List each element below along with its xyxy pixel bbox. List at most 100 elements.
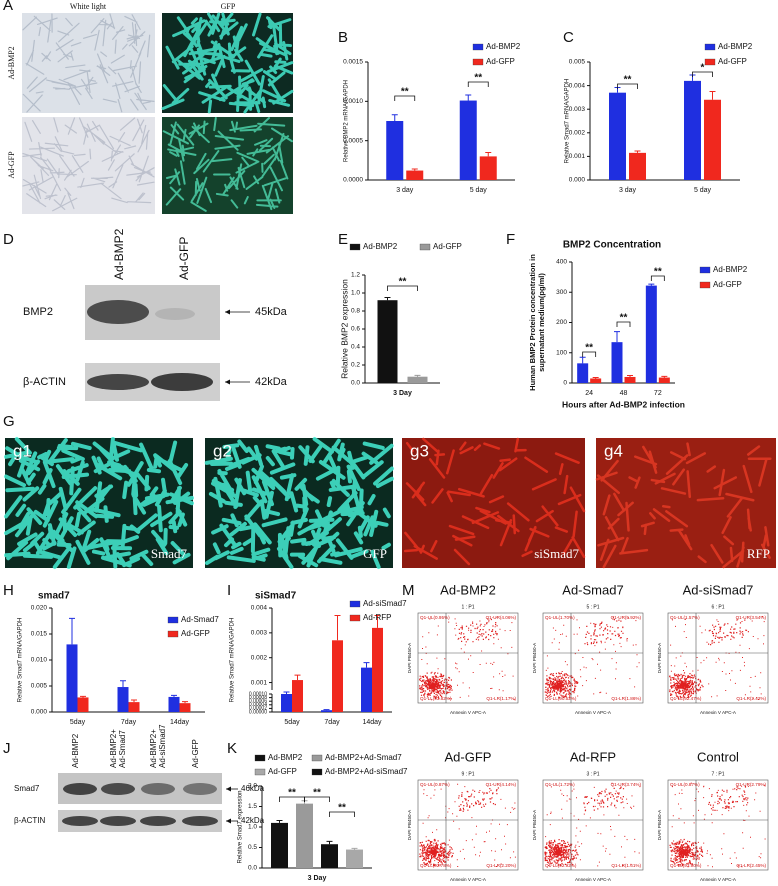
cells	[22, 13, 155, 113]
row-label: Ad-GFP	[7, 151, 16, 179]
plot-title: Ad-GFP	[445, 749, 492, 764]
bracket	[650, 275, 665, 281]
y-axis-label: Relative Smad7 mRNA/GAPDH	[565, 79, 571, 164]
y-tick-label: 0.003	[569, 106, 586, 113]
y-tick-label: 0.4	[351, 344, 360, 351]
bar	[386, 121, 404, 180]
legend-label: Ad-siSmad7	[363, 599, 407, 608]
bar	[624, 376, 636, 383]
y-tick-label: 0.005	[569, 59, 586, 66]
bar	[658, 377, 670, 383]
bracket	[304, 796, 330, 802]
lane-label: Ad-BMP2	[71, 733, 80, 768]
lane-label: Ad-Smad7	[118, 730, 127, 768]
events	[669, 782, 766, 868]
cells	[595, 442, 772, 569]
y-tick-label: 0.2	[351, 362, 360, 369]
bar	[372, 627, 383, 712]
y-tick-label: 1.0	[351, 290, 360, 297]
bar	[377, 300, 398, 383]
y-tick-label: 0.001	[569, 153, 586, 160]
band	[182, 816, 218, 826]
row-label: β-ACTIN	[23, 376, 66, 388]
quadrant-label: Q1-LR(2.42%)	[736, 696, 766, 701]
cells	[204, 437, 394, 569]
legend-label: Ad-BMP2	[363, 242, 398, 251]
y-tick-label: 0.00000	[249, 709, 267, 715]
y-tick-label: 0.0	[351, 380, 360, 387]
annotation: **	[313, 788, 321, 799]
y-tick-label: 0.001	[251, 679, 268, 686]
y-tick-label: 0.00002	[249, 706, 267, 712]
y-axis-label: Relative Smad7 expression	[238, 790, 244, 863]
quadrant-label: Q1-LL(92.78%)	[420, 863, 452, 868]
y-axis-label: DAPI PB450-A	[657, 642, 662, 673]
error-bar	[351, 847, 358, 850]
bar	[168, 696, 180, 712]
bar	[77, 697, 89, 712]
bracket	[467, 81, 489, 87]
y-tick-label: 1.5	[248, 803, 257, 810]
bar	[321, 710, 332, 712]
bar	[459, 100, 477, 180]
legend-swatch	[349, 243, 361, 251]
size-label: 46kDa	[241, 784, 265, 793]
annotation: **	[399, 277, 407, 288]
bracket	[616, 321, 631, 327]
image-caption: RFP	[747, 546, 770, 561]
cells	[22, 117, 155, 212]
x-axis-label: Annexin V APC-A	[700, 877, 737, 882]
band	[183, 783, 217, 795]
quadrant-label: Q1-LR(1.17%)	[486, 696, 516, 701]
panel-label: E	[338, 231, 348, 248]
legend-swatch	[704, 58, 716, 66]
y-axis-label: DAPI PB450-A	[532, 809, 537, 840]
y-tick-label: 0.0005	[343, 137, 363, 144]
bar	[645, 285, 657, 383]
legend-swatch	[699, 266, 711, 274]
band	[63, 783, 97, 795]
x-tick-label: 5day	[70, 719, 86, 726]
error-bar	[323, 709, 330, 711]
lane-label: Ad-BMP2+	[109, 729, 118, 768]
error-bar	[384, 297, 391, 301]
y-tick-label: 0.5	[248, 844, 257, 851]
cells	[161, 12, 294, 114]
band	[151, 373, 213, 391]
error-bar	[120, 680, 126, 688]
legend-swatch	[311, 768, 323, 776]
x-axis-label: Hours after Ad-BMP2 infection	[562, 399, 685, 409]
y-tick-label: 0.00006	[249, 699, 267, 705]
plot-frame	[667, 779, 769, 871]
bracket	[582, 351, 597, 357]
legend-label: Ad-RFP	[363, 613, 391, 622]
x-axis-label: Annexin V APC-A	[450, 877, 487, 882]
y-tick-label: 0.6	[351, 326, 360, 333]
bar	[179, 703, 191, 712]
bracket	[617, 83, 638, 89]
y-tick-label: 0.005	[31, 683, 48, 690]
quadrant-label: Q1-UL(1.72%)	[545, 782, 575, 787]
panel-label: K	[227, 740, 237, 757]
image-caption: Smad7	[151, 546, 188, 561]
lane-label: Ad-GFP	[177, 237, 191, 280]
bar	[611, 342, 623, 383]
band	[155, 308, 195, 320]
error-bar	[411, 168, 418, 171]
bracket	[387, 285, 418, 291]
quadrant-label: Q1-LR(2.45%)	[736, 863, 766, 868]
y-tick-label: 0.0000	[343, 177, 363, 184]
bar	[271, 822, 288, 868]
size-label: 42kDa	[241, 816, 265, 825]
plot-frame	[667, 612, 769, 704]
y-tick-label: 200	[556, 319, 567, 326]
legend-swatch	[704, 43, 716, 51]
y-axis-label: Relative BMP2 expression	[339, 279, 349, 379]
x-tick-label: 5day	[284, 719, 300, 726]
band	[100, 816, 136, 826]
error-bar	[634, 150, 641, 153]
x-tick-label: 3 day	[396, 187, 414, 194]
micrograph	[22, 117, 155, 214]
band	[140, 816, 176, 826]
